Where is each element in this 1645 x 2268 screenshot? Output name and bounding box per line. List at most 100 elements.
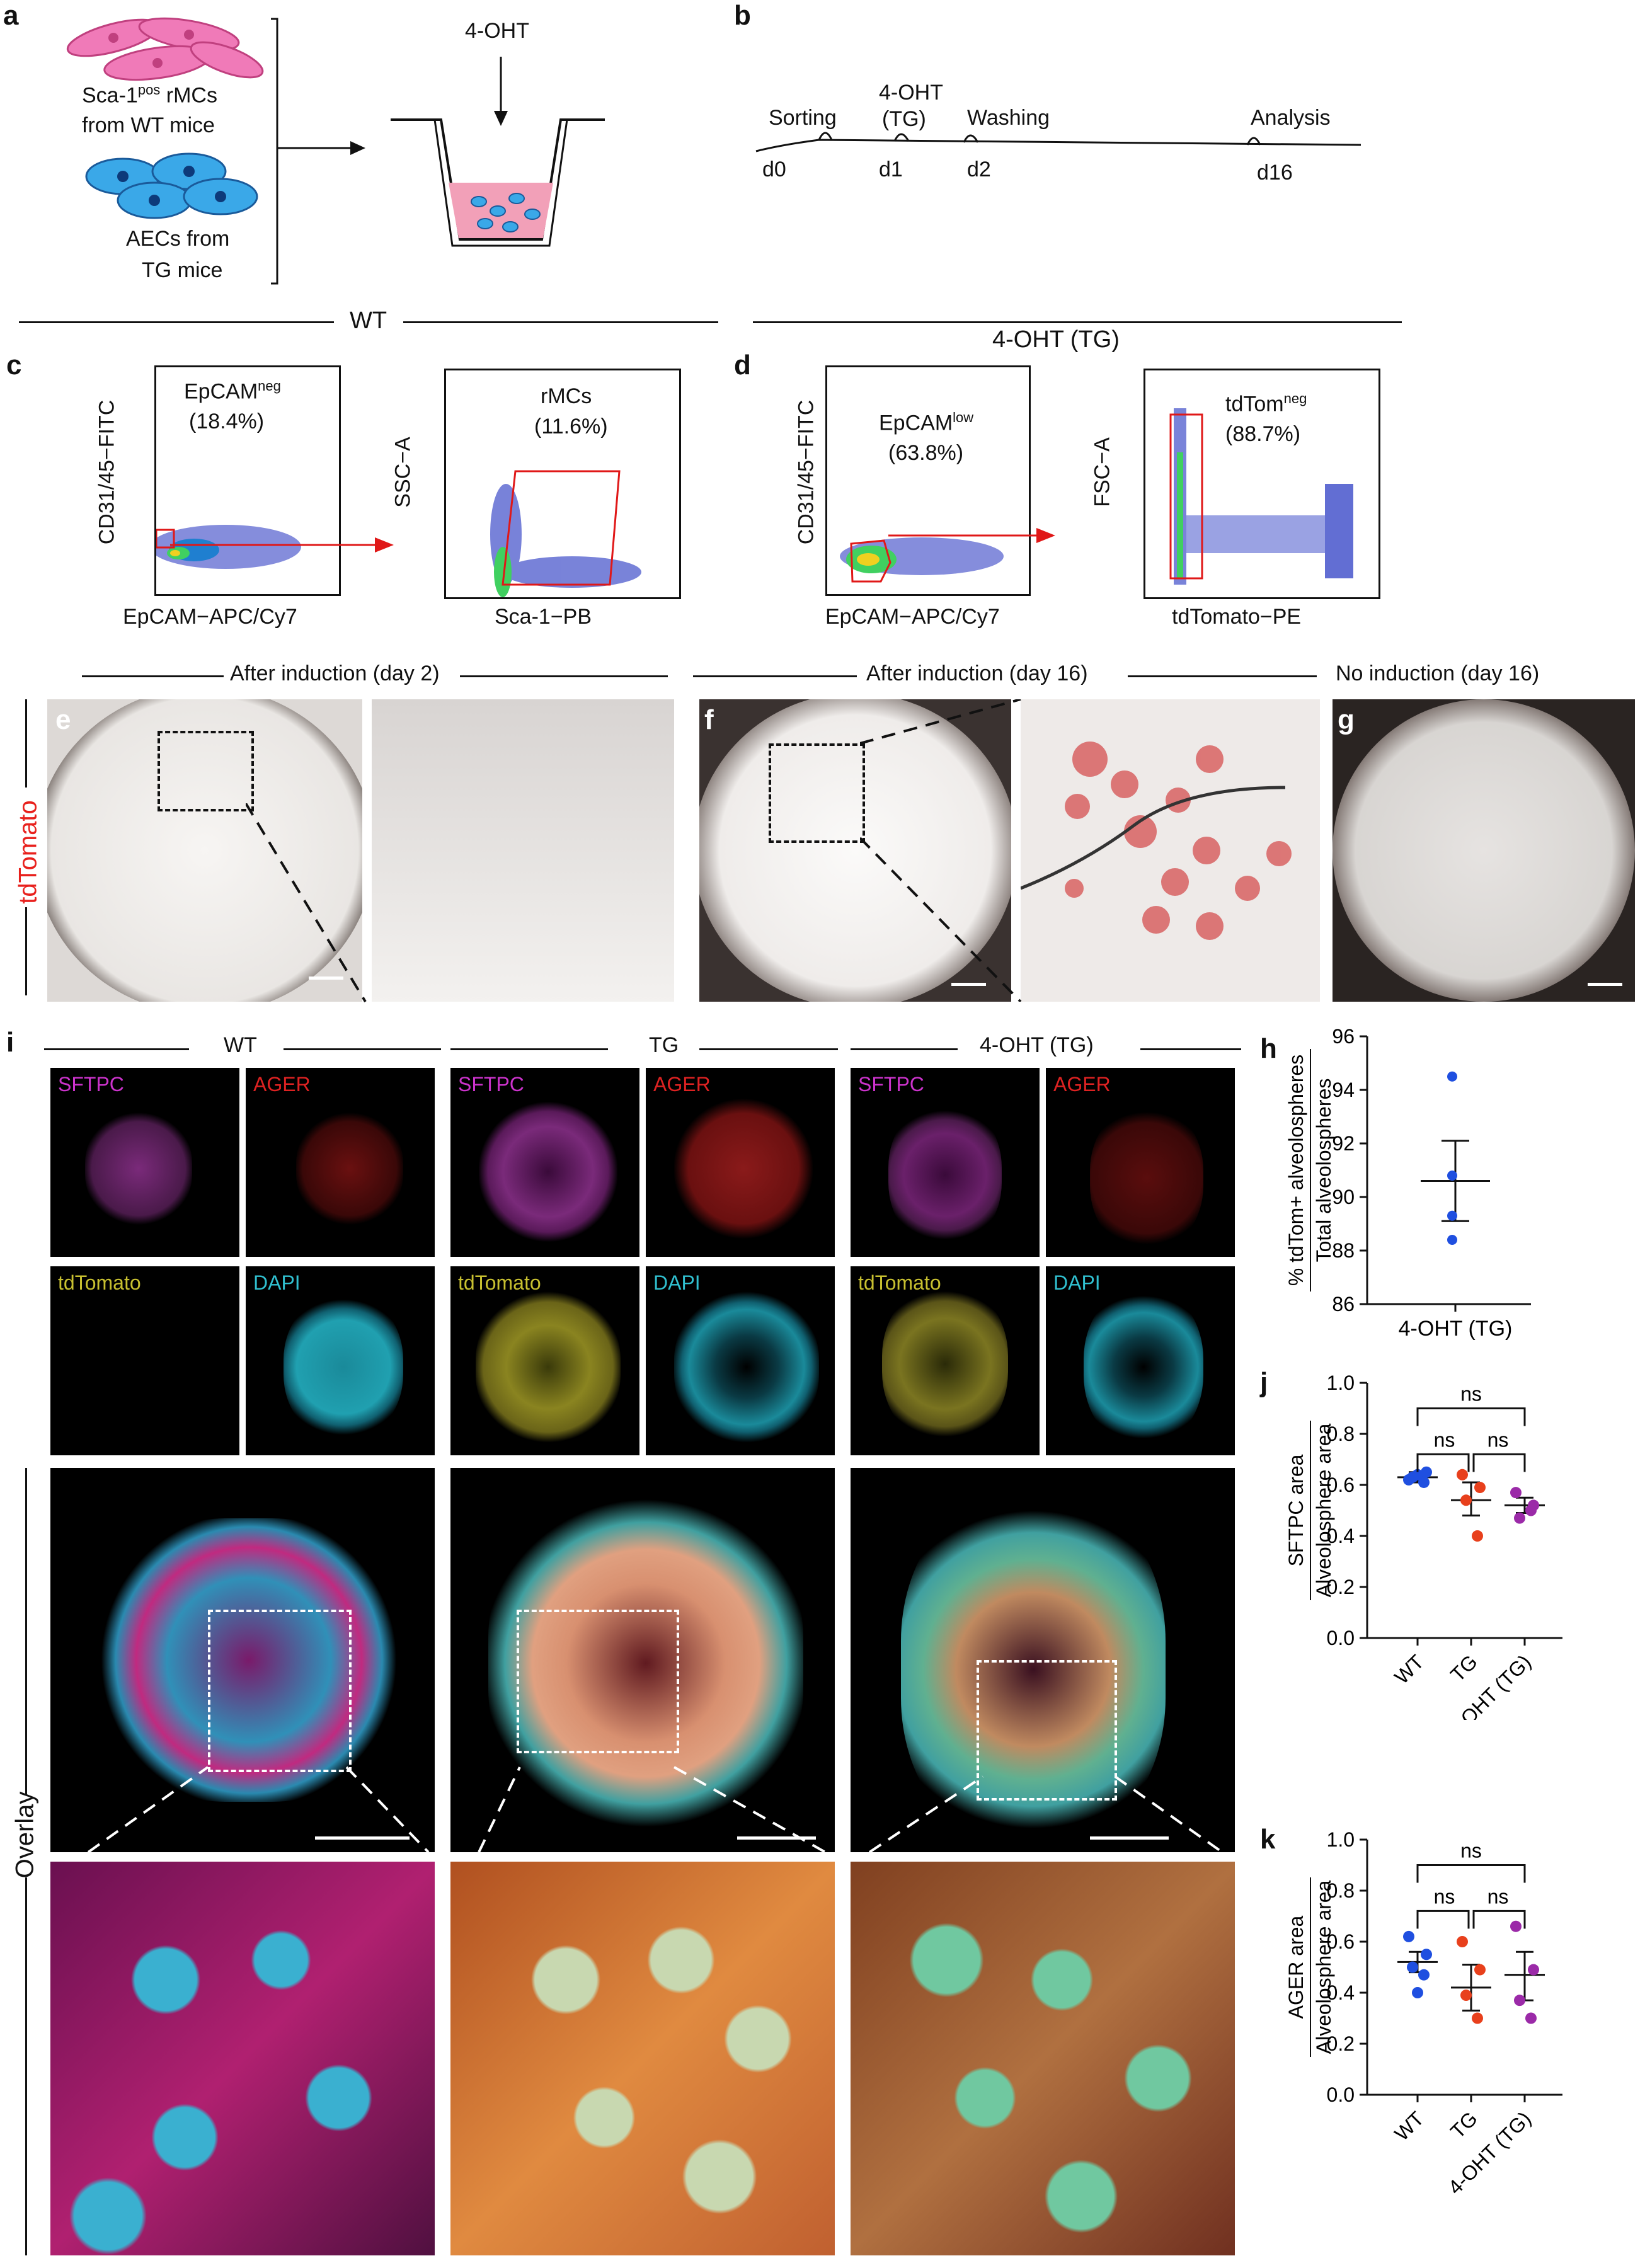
- timeline-diagram: [755, 132, 1361, 152]
- k-ytick-label: 0.0: [1327, 2083, 1355, 2106]
- f-zoom-spheres: [1021, 742, 1292, 940]
- j-sig-bracket: [1416, 1407, 1526, 1426]
- timeline-event-4oht-tg: (TG): [882, 107, 926, 131]
- k-data-point: [1421, 1949, 1432, 1961]
- k-data-point: [1472, 2012, 1483, 2024]
- timeline-event-sorting: Sorting: [769, 106, 837, 130]
- well-circle-f: [699, 699, 1011, 1002]
- k-sig-bracket: [1416, 1864, 1526, 1883]
- j-sig-label: ns: [1460, 1383, 1482, 1406]
- i-tg-dapi: DAPI: [646, 1266, 835, 1455]
- gate-arrow-d: [888, 528, 1055, 543]
- panel-a-diagram: [66, 17, 605, 285]
- h-data-point: [1447, 1210, 1457, 1221]
- j-data-point: [1510, 1487, 1522, 1499]
- h-ytick-label: 94: [1332, 1079, 1355, 1101]
- j-data-point: [1418, 1476, 1430, 1488]
- k-data-point: [1412, 1987, 1423, 1998]
- j-ylabel-numerator: SFTPC area: [1285, 1454, 1307, 1566]
- i-tg-ager: AGER: [646, 1068, 835, 1257]
- j-data-point: [1472, 1530, 1483, 1542]
- tdtomato-side-label: tdTomato: [14, 800, 42, 904]
- zoom-box-e: [158, 731, 254, 811]
- wt-header-line-right: [403, 321, 718, 323]
- timeline-day-d1: d1: [879, 158, 903, 181]
- panel-label-i: i: [6, 1027, 14, 1058]
- zoom-box-tg: [517, 1610, 679, 1753]
- a-aec-label-line2: TG mice: [142, 258, 223, 282]
- timeline-day-d2: d2: [967, 158, 991, 181]
- h-ytick-label: 92: [1332, 1132, 1355, 1155]
- j-ytick-label: 1.0: [1327, 1372, 1355, 1394]
- wt-header-line-left: [19, 321, 334, 323]
- i-group-wt: WT: [224, 1033, 257, 1057]
- k-data-point: [1418, 1969, 1430, 1981]
- panel-label-h: h: [1260, 1033, 1277, 1064]
- image-e-zoom: [372, 699, 674, 1002]
- well-circle-e: [47, 699, 362, 1002]
- panel-label-b: b: [734, 0, 751, 31]
- k-ytick-label: 0.8: [1327, 1879, 1355, 1902]
- j-sig-label: ns: [1434, 1428, 1455, 1451]
- i-group-tg: TG: [649, 1033, 679, 1057]
- f-header-line-right: [1128, 675, 1317, 677]
- panel-label-c: c: [6, 350, 22, 381]
- header-4oht-tg: 4-OHT (TG): [992, 326, 1120, 353]
- header-after-induction-day2: After induction (day 2): [230, 662, 440, 685]
- j-ytick-label: 0.2: [1327, 1576, 1355, 1598]
- j-xtick-label: WT: [1390, 1650, 1428, 1688]
- i-ohtg-sftpc: SFTPC: [851, 1068, 1040, 1257]
- k-sig-label: ns: [1460, 1840, 1482, 1862]
- timeline-event-analysis: Analysis: [1251, 106, 1331, 130]
- c1-gate-percent: (18.4%): [189, 410, 265, 433]
- h-data-point: [1447, 1235, 1457, 1245]
- scale-bar-wt: [315, 1836, 410, 1840]
- chart-h: 86 88 90 92 94 96 4-OHT (TG) % tdTom+ alveolosp…: [1285, 1025, 1531, 1341]
- k-ylabel-numerator: AGER area: [1285, 1915, 1307, 2019]
- scale-bar-f: [951, 983, 986, 986]
- c2-xlabel: Sca-1−PB: [495, 605, 592, 629]
- i-tg-line-left: [450, 1048, 608, 1050]
- i-ohtg-overlay-zoom: [851, 1862, 1235, 2255]
- panel-label-f: f: [704, 704, 714, 735]
- j-sig-bracket: [1472, 1453, 1526, 1472]
- h-ytick-label: 90: [1332, 1186, 1355, 1208]
- d2-gate-label: tdTomneg: [1225, 391, 1307, 416]
- timeline-event-washing: Washing: [967, 106, 1050, 130]
- h-ytick-label: 96: [1332, 1025, 1355, 1048]
- k-ytick-label: 0.4: [1327, 1981, 1355, 2004]
- j-sig-label: ns: [1487, 1428, 1509, 1451]
- zoom-lines-i: [87, 1766, 1224, 1853]
- gate-arrow-c: [170, 537, 394, 553]
- flow-c2-scatter: [490, 470, 641, 597]
- panel-label-g: g: [1338, 704, 1355, 735]
- j-data-point: [1474, 1482, 1486, 1494]
- d2-ylabel: FSC−A: [1090, 437, 1115, 507]
- k-sig-bracket: [1472, 1910, 1526, 1929]
- j-ylabel-denominator: Alveolosphere area: [1312, 1423, 1335, 1597]
- k-data-point: [1407, 1961, 1418, 1973]
- e-header-line-right: [460, 675, 668, 677]
- c2-gate-percent: (11.6%): [534, 415, 608, 438]
- i-ohtg-line-right: [1140, 1048, 1241, 1050]
- j-xtick-label: TG: [1446, 1650, 1482, 1686]
- flow-d1-density: [840, 537, 1004, 583]
- aec-cells-icon: [85, 152, 258, 219]
- c1-ylabel: CD31/45−FITC: [95, 399, 119, 545]
- i-tg-tdtomato: tdTomato: [450, 1266, 639, 1455]
- i-wt-line-right: [284, 1048, 441, 1050]
- flow-plot-d2: [1143, 369, 1380, 599]
- i-tg-sftpc: SFTPC: [450, 1068, 639, 1257]
- h-ylabel-numerator: % tdTom+ alveolospheres: [1285, 1055, 1307, 1286]
- i-ohtg-overlay: [851, 1468, 1235, 1852]
- i-ohtg-dapi: DAPI: [1046, 1266, 1235, 1455]
- j-data-point: [1412, 1469, 1423, 1480]
- image-g-well: [1333, 699, 1635, 1002]
- a-treatment-label: 4-OHT: [465, 19, 529, 43]
- header-wt: WT: [350, 307, 387, 334]
- k-ylabel-denominator: Alveolosphere area: [1312, 1880, 1335, 2054]
- tdtomato-side-line-bottom: [25, 907, 27, 995]
- well-circle-g: [1333, 699, 1635, 1002]
- i-ohtg-ager: AGER: [1046, 1068, 1235, 1257]
